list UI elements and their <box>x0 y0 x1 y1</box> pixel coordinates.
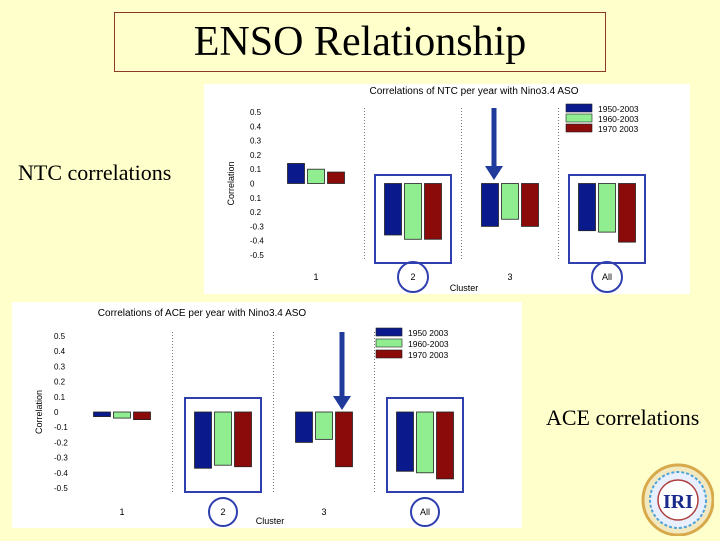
ace-highlight-box <box>386 397 464 493</box>
ntc-category-label: 1 <box>313 272 318 282</box>
ace-label: ACE correlations <box>546 405 700 430</box>
ace-chart-svg: Correlations of ACE per year with Nino3.… <box>34 308 464 527</box>
ace-ytick-label: 0.4 <box>54 347 66 356</box>
ntc-bar-2-3 <box>618 183 636 243</box>
ntc-bar-0-3 <box>578 183 596 232</box>
iri-logo: IRI <box>628 460 715 537</box>
ace-bar-2-0 <box>133 411 151 420</box>
iri-logo-graphic: IRI <box>641 463 715 537</box>
ace-ytick-label: -0.1 <box>54 423 68 432</box>
ace-ytick-label: 0.3 <box>54 362 66 371</box>
ace-ytick-label: -0.4 <box>54 469 68 478</box>
ace-highlight-box <box>184 397 262 493</box>
ace-legend-swatch <box>375 349 403 359</box>
ntc-bar-0-1 <box>384 183 402 236</box>
ace-category-label: 2 <box>220 507 225 517</box>
ntc-category-label: 3 <box>507 272 512 282</box>
ace-legend-label: 1970 2003 <box>408 350 448 360</box>
ace-xlabel: Cluster <box>256 516 285 526</box>
ntc-ytick-label: 0.4 <box>250 122 262 131</box>
ace-bar-2-2 <box>335 411 353 468</box>
ace-ytick-label: 0.1 <box>54 393 66 402</box>
ace-ytick-label: -0.5 <box>54 484 68 493</box>
ace-bar-1-3 <box>416 411 434 474</box>
ace-ytick-label: 0 <box>54 408 59 417</box>
ace-ytick-label: 0.2 <box>54 378 66 387</box>
ace-category-label: 1 <box>119 507 124 517</box>
ace-legend-swatch <box>375 338 403 348</box>
ace-highlight-circle <box>208 497 238 527</box>
ntc-ytick-label: -0.3 <box>250 222 264 231</box>
ace-bar-1-0 <box>113 411 131 419</box>
ntc-category-label: All <box>602 272 612 282</box>
ntc-ytick-label: 0.3 <box>250 137 262 146</box>
ntc-bar-2-0 <box>327 171 345 184</box>
ace-highlight-circle <box>410 497 440 527</box>
ace-bar-0-3 <box>396 411 414 472</box>
ace-ylabel: Correlation <box>34 390 44 434</box>
ntc-legend-label: 1950-2003 <box>598 104 639 114</box>
ace-arrow-head <box>333 396 351 410</box>
ace-legend-label: 1960-2003 <box>408 339 449 349</box>
ace-bar-2-1 <box>234 411 252 468</box>
ntc-highlight-circle <box>397 261 429 293</box>
ntc-ytick-label: 0.2 <box>250 208 262 217</box>
ace-category-label: 3 <box>321 507 326 517</box>
ace-ytick-label: -0.3 <box>54 454 68 463</box>
ntc-legend-swatch <box>565 123 593 133</box>
ace-category-label: All <box>420 507 430 517</box>
iri-logo-text: IRI <box>663 491 693 513</box>
ace-bar-1-2 <box>315 411 333 440</box>
ntc-ytick-label: -0.5 <box>250 251 264 260</box>
ace-legend-label: 1950 2003 <box>408 328 448 338</box>
ntc-bar-1-1 <box>404 183 422 240</box>
ntc-ylabel: Correlation <box>226 161 236 205</box>
ntc-highlight-circle <box>591 261 623 293</box>
ntc-bar-2-2 <box>521 183 539 227</box>
ace-bar-0-1 <box>194 411 212 469</box>
ntc-category-label: 2 <box>410 272 415 282</box>
ntc-legend-swatch <box>565 113 593 123</box>
ntc-ytick-label: 0.1 <box>250 165 262 174</box>
ntc-ytick-label: 0.5 <box>250 108 262 117</box>
ace-bar-0-2 <box>295 411 313 443</box>
ntc-label: NTC correlations <box>18 160 172 185</box>
ace-ytick-label: -0.2 <box>54 438 68 447</box>
ace-chart: Correlations of ACE per year with Nino3.… <box>12 302 522 528</box>
ace-bar-1-1 <box>214 411 232 466</box>
ntc-bar-1-3 <box>598 183 616 233</box>
ntc-legend-label: 1960-2003 <box>598 114 639 124</box>
ace-ytick-label: 0.5 <box>54 332 66 341</box>
slide-title-box: ENSO Relationship <box>114 12 606 72</box>
ntc-bar-1-0 <box>307 168 325 184</box>
ntc-ytick-label: 0 <box>250 180 255 189</box>
ntc-bar-2-1 <box>424 183 442 240</box>
ntc-bar-1-2 <box>501 183 519 220</box>
ntc-ytick-label: 0.1 <box>250 194 262 203</box>
ace-bar-0-0 <box>93 411 111 417</box>
ace-legend-swatch <box>375 327 403 337</box>
ntc-ytick-label: -0.4 <box>250 237 264 246</box>
ntc-chart-svg: Correlations of NTC per year with Nino3.… <box>226 86 646 293</box>
ntc-ytick-label: 0.2 <box>250 151 262 160</box>
ntc-xlabel: Cluster <box>450 283 479 293</box>
ace-title: Correlations of ACE per year with Nino3.… <box>98 308 307 319</box>
ntc-chart: Correlations of NTC per year with Nino3.… <box>204 84 690 294</box>
ntc-legend-swatch <box>565 103 593 113</box>
ntc-arrow-head <box>485 166 503 180</box>
slide-title: ENSO Relationship <box>193 19 527 65</box>
ntc-bar-0-2 <box>481 183 499 227</box>
ace-bar-2-3 <box>436 411 454 480</box>
ntc-bar-0-0 <box>287 163 305 184</box>
ntc-title: Correlations of NTC per year with Nino3.… <box>370 86 579 97</box>
ntc-legend-label: 1970 2003 <box>598 124 638 134</box>
